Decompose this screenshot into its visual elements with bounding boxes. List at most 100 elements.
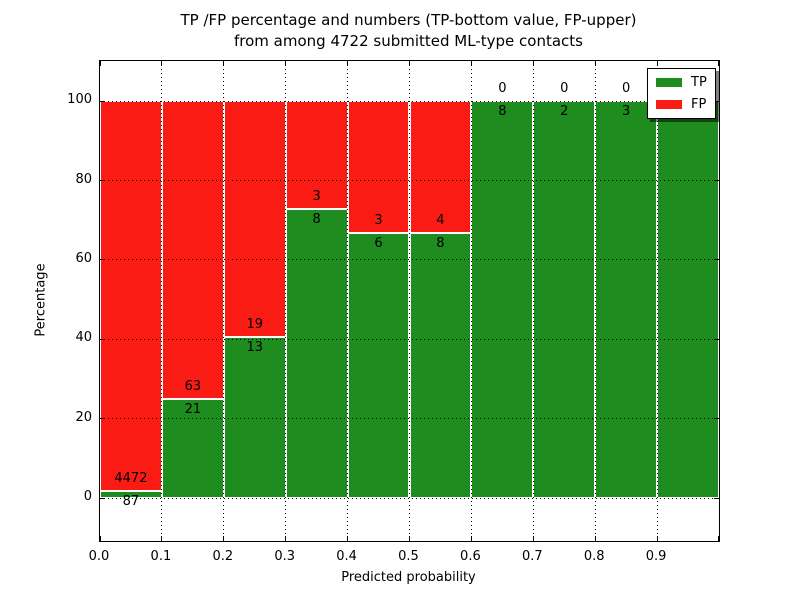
y-tick-label: 40	[75, 330, 92, 346]
chart-title-line2: from among 4722 submitted ML-type contac…	[234, 32, 583, 50]
x-tick-label: 0.0	[88, 549, 110, 564]
bar-label-fp: 19	[246, 316, 264, 332]
y-tick-mark	[100, 418, 105, 420]
gridline-vertical	[161, 61, 163, 541]
bar-label-tp: 6	[374, 236, 383, 252]
bar-label-tp: 2	[560, 104, 569, 120]
bar-label-fp: 0	[622, 81, 631, 97]
legend-label: TP	[691, 75, 707, 90]
x-tick-label: 0.3	[274, 549, 296, 564]
x-tick-mark-top	[718, 61, 719, 66]
legend: TP FP	[647, 68, 716, 119]
x-tick-label: 0.7	[521, 549, 543, 564]
x-tick-mark	[409, 536, 410, 541]
y-tick-label: 0	[83, 489, 92, 505]
x-tick-mark	[470, 536, 472, 541]
gridline-horizontal	[100, 100, 719, 102]
x-tick-mark	[161, 536, 163, 541]
bar-label-tp: 8	[312, 212, 321, 228]
legend-row: TP	[656, 75, 707, 90]
bar-label-fp: 3	[374, 213, 383, 229]
y-tick-mark-right	[714, 180, 719, 181]
bar-segment-fp	[100, 101, 162, 491]
x-tick-mark	[594, 536, 596, 541]
bar-label-fp: 3	[312, 189, 321, 205]
plot-area: 4472876321191338364808020302TPFP	[99, 60, 720, 542]
bar-label-tp: 13	[246, 339, 264, 355]
bar-segment-tp	[347, 233, 410, 499]
y-tick-label: 60	[75, 250, 92, 266]
legend-color-patch	[656, 100, 682, 109]
x-axis-label: Predicted probability	[341, 570, 476, 585]
x-tick-mark-top	[656, 61, 658, 66]
bar-label-fp: 4	[436, 213, 445, 229]
x-tick-mark-top	[161, 61, 163, 66]
legend-row: FP	[656, 97, 707, 112]
bar-label-tp: 21	[184, 401, 202, 417]
y-tick-mark	[100, 338, 105, 340]
y-tick-mark	[100, 180, 105, 181]
x-tick-label: 0.1	[150, 549, 172, 564]
bar-label-tp: 8	[498, 104, 507, 120]
gridline-vertical	[347, 61, 349, 541]
bar-label-tp: 8	[436, 236, 445, 252]
x-tick-mark-top	[409, 61, 410, 66]
y-axis-label: Percentage	[33, 263, 49, 337]
chart-title-line1: TP /FP percentage and numbers (TP-bottom…	[180, 11, 637, 29]
x-tick-mark	[223, 536, 225, 541]
x-tick-mark	[718, 536, 719, 541]
x-tick-mark-top	[594, 61, 596, 66]
y-tick-mark-right	[714, 338, 719, 340]
gridline-horizontal	[100, 259, 719, 261]
x-tick-label: 0.4	[336, 549, 357, 564]
bar-label-fp: 4472	[114, 470, 148, 486]
chart-title: TP /FP percentage and numbers (TP-bottom…	[99, 10, 718, 52]
x-tick-mark-top	[532, 61, 534, 66]
x-tick-mark	[285, 536, 287, 541]
gridline-horizontal	[100, 418, 719, 420]
gridline-vertical	[594, 61, 596, 541]
bar-segment-tp	[285, 209, 348, 499]
gridline-horizontal	[100, 180, 719, 181]
y-tick-mark	[100, 497, 105, 499]
gridline-horizontal	[100, 338, 719, 340]
legend-color-patch	[656, 78, 682, 87]
x-tick-mark-top	[223, 61, 225, 66]
y-tick-mark-right	[714, 418, 719, 420]
y-tick-label: 100	[67, 92, 92, 108]
gridline-vertical	[656, 61, 658, 541]
x-tick-label: 0.2	[212, 549, 234, 564]
legend-label: FP	[691, 97, 707, 112]
x-tick-mark	[347, 536, 349, 541]
bar-segment-tp	[409, 233, 472, 499]
y-tick-label: 80	[75, 171, 92, 187]
y-tick-mark-right	[714, 100, 719, 102]
x-tick-mark	[532, 536, 534, 541]
bar-label-tp: 3	[622, 104, 631, 120]
bar-segment-fp	[161, 101, 224, 399]
bar-label-tp: 87	[122, 493, 140, 509]
gridline-horizontal	[100, 497, 719, 499]
x-tick-label: 0.5	[398, 549, 419, 564]
x-tick-mark-top	[470, 61, 472, 66]
bar-segment-fp	[223, 101, 286, 337]
gridline-vertical	[532, 61, 534, 541]
x-tick-mark-top	[285, 61, 287, 66]
bar-label-fp: 63	[184, 378, 202, 394]
bar-label-fp: 0	[560, 81, 569, 97]
x-tick-mark	[656, 536, 658, 541]
gridline-vertical	[470, 61, 472, 541]
gridline-vertical	[409, 61, 410, 541]
x-tick-mark-top	[347, 61, 349, 66]
y-tick-mark-right	[714, 259, 719, 261]
x-tick-label: 0.6	[460, 549, 481, 564]
bar-segment-tp	[533, 101, 596, 499]
bar-segment-tp	[161, 398, 224, 499]
bar-segment-tp	[657, 101, 719, 499]
x-tick-mark-top	[100, 61, 101, 66]
y-tick-mark	[100, 100, 105, 102]
y-tick-label: 20	[75, 409, 92, 425]
y-tick-mark	[100, 259, 105, 261]
y-tick-mark-right	[714, 497, 719, 499]
